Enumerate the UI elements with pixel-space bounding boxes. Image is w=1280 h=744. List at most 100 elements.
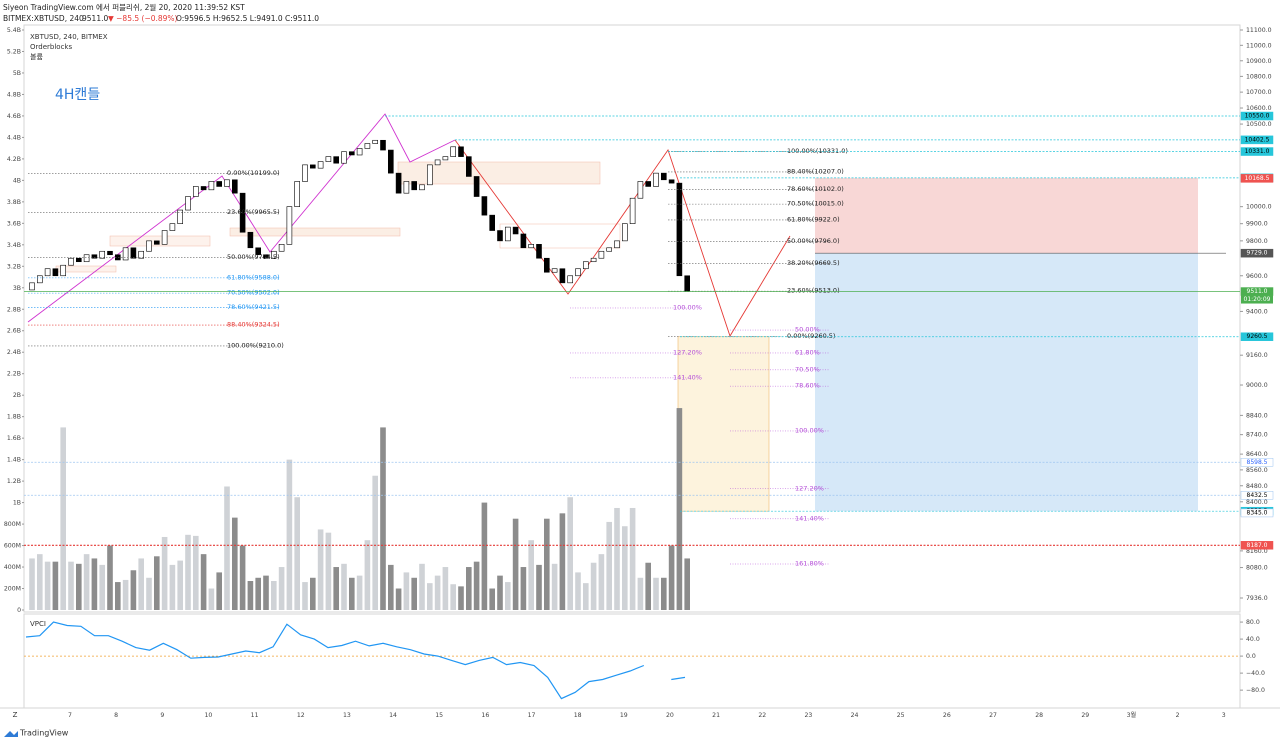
volume-tick-label: 3.6B [7,220,21,227]
legend-volume: 볼륨 [30,52,43,61]
volume-bar [512,518,519,610]
tool-button[interactable]: Z [13,711,18,719]
candle-body [177,209,183,224]
volume-bar [520,567,527,610]
candle-body [419,184,425,191]
price-tag [1240,332,1274,341]
volume-bar [177,560,183,610]
candle-body [44,268,51,277]
volume-bar [497,575,503,610]
candle-body [278,244,285,252]
volume-tick-label: 4B [13,177,21,184]
y-tick-label: 8560.0 [1246,467,1268,474]
fib-extension-label: 61.80% [795,348,820,356]
volume-bar [29,558,35,610]
y-tick-label: 9800.0 [1246,238,1268,245]
fib-extension-label: 100.00% [673,303,702,311]
candle-body [668,179,675,184]
volume-bar [395,588,402,610]
volume-bar [559,513,566,610]
price-tag [1240,174,1274,183]
fib-label: 50.00%(9704.5) [227,253,280,261]
y-tick-label: 10600.0 [1246,105,1272,112]
y-tick-label: 10700.0 [1246,89,1272,96]
date-label: 17 [528,712,536,719]
volume-bar [458,586,464,610]
volume-tick-label: 2.6B [7,328,21,335]
candle-body [130,247,137,259]
volume-bar [169,564,176,610]
date-label: 24 [851,712,859,719]
volume-bar [473,561,480,610]
date-label: 18 [574,712,582,719]
candle-body [614,240,620,249]
candle-body [380,139,386,151]
fib-label: 0.00%(9260.5) [787,332,835,340]
volume-bar [255,577,261,610]
volume-bar [637,577,644,610]
price-tag-label: 8187.0 [1247,542,1268,549]
countdown-tag [1241,295,1273,304]
volume-bar [76,563,82,610]
candle-body [107,250,113,256]
fib-extension-label: 161.80% [795,560,824,568]
volume-bar [216,572,222,610]
candle-body [154,240,160,245]
volume-bar [99,564,105,610]
volume-bar [505,582,511,610]
volume-bar [208,588,215,610]
fib-label: 61.80%(9922.0) [787,215,840,223]
footer-logo: TradingView [4,729,69,738]
price-tag [1240,248,1274,258]
volume-bar [107,545,113,610]
volume-bar [200,554,207,610]
candle-body [348,151,355,156]
candle-body [559,268,566,284]
volume-tick-label: 800M [4,521,21,528]
y-tick-label: 10500.0 [1246,121,1272,128]
volume-bar [411,577,417,610]
volume-bar [224,486,230,610]
fib-label: 78.60%(10102.0) [787,185,844,193]
candle-body [411,181,418,191]
y-tick-label: 10000.0 [1246,204,1272,211]
vpci-tick-label: 40.0 [1246,636,1260,643]
volume-tick-label: 5.2B [7,48,21,55]
date-label: 21 [712,712,720,719]
candle-body [193,186,199,197]
date-label: 23 [804,712,812,719]
candle-body [458,146,464,157]
price-tag [1240,111,1274,121]
candle-body [263,254,269,259]
price-tag [1240,541,1274,550]
volume-bar [356,575,363,610]
volume-bar [317,529,324,610]
volume-bar [247,581,254,610]
candle-body [270,250,277,259]
volume-bar [263,575,269,610]
candle-body [99,250,105,259]
volume-bar [193,535,199,610]
fib-label: 70.50%(10015.0) [787,200,844,208]
fib-label: 88.40%(9324.5) [227,321,280,329]
candle-body [606,247,613,252]
vpci-tick-label: 0.0 [1246,653,1256,660]
candle-body [341,151,347,164]
price-tag-label: 9511.0 [1247,288,1268,295]
candle-body [60,264,67,277]
date-label: 25 [897,712,905,719]
fib-label: 0.00%(10199.0) [227,169,280,177]
volume-bar [466,567,472,610]
volume-bar [161,536,168,610]
price-tag [1240,135,1274,145]
date-label: 16 [481,712,489,719]
symbol: BITMEX:XBTUSD, 240 [3,14,84,23]
volume-bar [333,567,339,610]
candle-body [169,223,176,231]
candle-body [29,282,35,291]
volume-bar [575,572,581,610]
volume-bar [122,579,129,610]
price-tag [1240,491,1274,500]
footer-text: TradingView [19,729,69,738]
